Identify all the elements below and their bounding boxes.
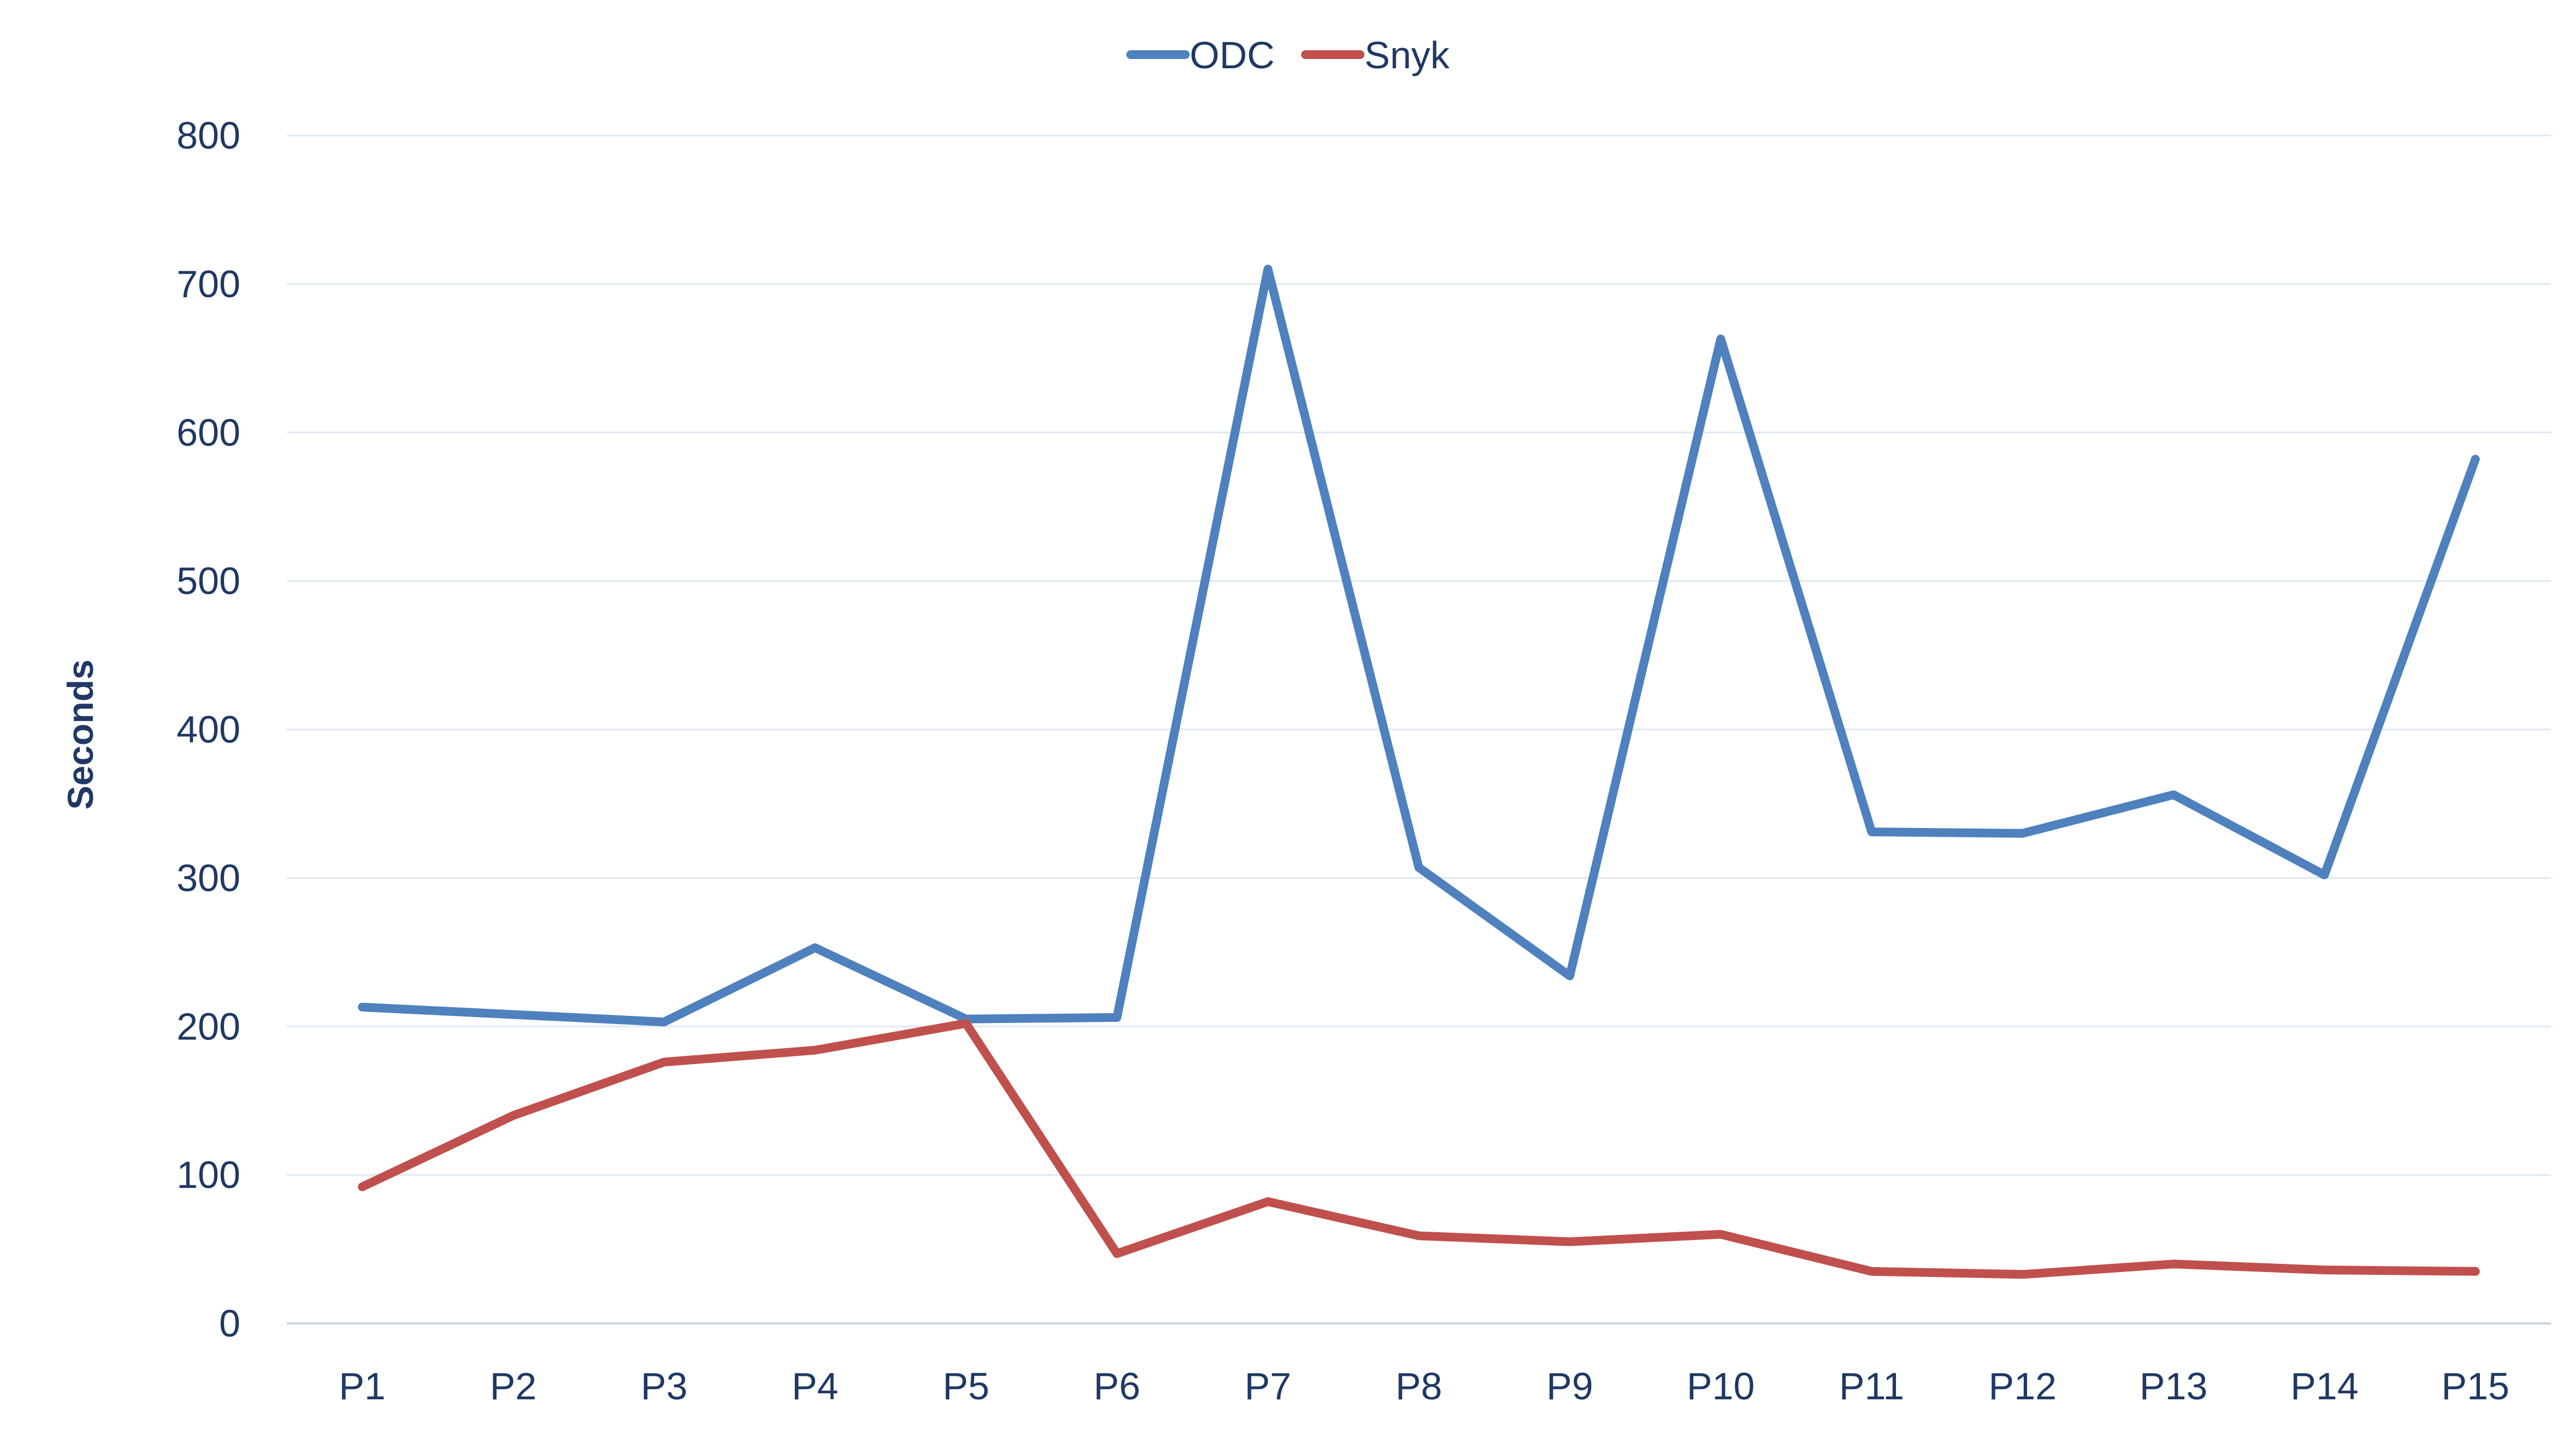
x-tick-label: P8 [1396,1365,1443,1408]
axes: 0 100 200 300 400 500 600 700 800 P1 P2 P3 P4 P5 P6 P7 P… [176,114,2551,1408]
x-tick-label: P2 [490,1365,537,1408]
x-tick-label: P11 [1839,1365,1904,1408]
y-tick-label: 600 [176,411,240,454]
x-tick-label: P13 [2140,1365,2208,1408]
x-tick-label: P5 [943,1365,990,1408]
y-tick-label: 200 [176,1005,240,1048]
gridlines [287,134,2551,1176]
legend: ODC Snyk [1126,34,1450,76]
legend-item-odc: ODC [1126,34,1275,76]
y-axis-title: Seconds [60,659,101,809]
legend-label: Snyk [1364,34,1450,76]
y-tick-label: 0 [219,1302,240,1345]
series-line-snyk [358,1019,2480,1279]
x-tick-label: P3 [641,1365,688,1408]
series-lines [358,264,2480,1279]
y-tick-label: 800 [176,114,240,157]
x-tick-label: P6 [1094,1365,1141,1408]
x-tick-label: P9 [1546,1365,1593,1408]
x-tick-label: P15 [2442,1365,2510,1408]
legend-item-snyk: Snyk [1301,34,1450,76]
x-tick-label: P12 [1989,1365,2057,1408]
x-tick-label: P7 [1244,1365,1291,1408]
x-tick-label: P1 [339,1365,386,1408]
y-tick-label: 500 [176,560,240,602]
y-tick-label: 300 [176,856,240,899]
x-tick-label: P4 [791,1365,838,1408]
legend-label: ODC [1190,34,1275,76]
x-tick-label: P14 [2290,1365,2359,1408]
y-tick-label: 700 [176,263,240,305]
y-tick-label: 100 [176,1154,240,1196]
x-tick-label: P10 [1687,1365,1755,1408]
series-line-odc [358,264,2480,1027]
y-tick-label: 400 [176,708,240,751]
